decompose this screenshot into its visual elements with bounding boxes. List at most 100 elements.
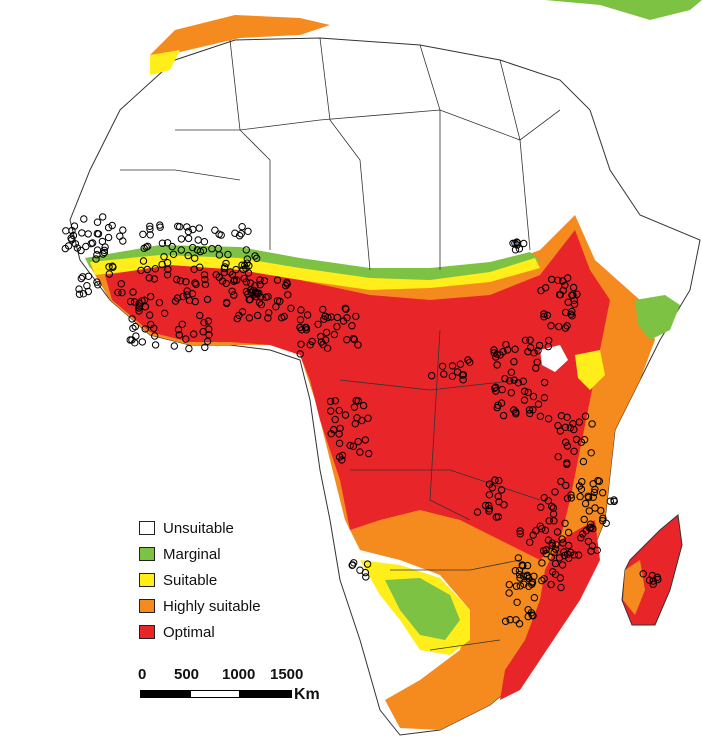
occurrence-point [566, 424, 575, 432]
occurrence-point [191, 297, 200, 306]
occurrence-point [505, 580, 513, 589]
occurrence-point [176, 277, 185, 285]
occurrence-point [189, 243, 197, 252]
occurrence-point [354, 341, 362, 349]
occurrence-point [256, 276, 264, 284]
occurrence-point [551, 488, 559, 496]
occurrence-point [494, 401, 502, 409]
occurrence-point [257, 300, 265, 309]
occurrence-point [516, 530, 524, 538]
occurrence-point [146, 231, 154, 239]
occurrence-point [203, 337, 212, 345]
country-borders [120, 37, 561, 651]
occurrence-point [75, 285, 83, 293]
occurrence-point [485, 501, 493, 510]
occurrence-point [73, 244, 82, 252]
occurrence-point [588, 542, 596, 550]
occurrence-point [287, 304, 295, 312]
occurrence-point [147, 292, 155, 301]
occurrence-point [523, 572, 531, 581]
occurrence-point [532, 364, 540, 372]
occurrence-point [587, 449, 595, 457]
occurrence-point [176, 223, 184, 231]
occurrence-point [64, 242, 73, 250]
occurrence-point [296, 316, 305, 324]
occurrence-point [188, 290, 197, 298]
occurrence-point [556, 574, 564, 582]
occurrence-point [183, 291, 191, 299]
occurrence-point [645, 576, 654, 584]
occurrence-point [536, 412, 545, 420]
occurrence-point [535, 341, 544, 350]
occurrence-point [512, 410, 520, 418]
occurrence-point [319, 305, 327, 314]
occurrence-point [348, 322, 356, 330]
occurrence-point [569, 283, 578, 292]
scale-segment-3 [240, 690, 292, 698]
occurrence-point [559, 539, 567, 547]
occurrence-point [473, 508, 482, 516]
occurrence-point [363, 560, 372, 568]
occurrence-point [516, 527, 524, 535]
occurrence-point [143, 265, 152, 274]
occurrence-point [544, 342, 552, 351]
occurrence-point [485, 491, 494, 499]
occurrence-point [342, 305, 350, 313]
occurrence-point [284, 291, 292, 299]
occurrence-point [459, 371, 468, 379]
occurrence-point [586, 520, 595, 528]
occurrence-point [247, 286, 255, 294]
occurrence-point [242, 287, 251, 296]
occurrence-point [142, 243, 150, 251]
occurrence-point [538, 559, 546, 567]
occurrence-point [183, 223, 191, 231]
occurrence-point [252, 292, 260, 301]
occurrence-point [220, 264, 229, 273]
occurrence-point [238, 261, 246, 269]
occurrence-point [548, 502, 556, 511]
occurrence-point [364, 414, 372, 422]
occurrence-point [512, 582, 521, 590]
occurrence-point [526, 409, 534, 418]
occurrence-point [80, 215, 88, 223]
occurrence-point [606, 497, 614, 505]
occurrence-point [264, 314, 272, 322]
occurrence-point [184, 234, 193, 243]
occurrence-point [105, 263, 113, 271]
occurrence-point [501, 617, 510, 625]
occurrence-point [564, 298, 572, 306]
legend-swatch-optimal [139, 625, 155, 639]
zone-optimal-southeast [500, 520, 600, 700]
occurrence-point [562, 438, 570, 446]
occurrence-point [453, 368, 462, 376]
occurrence-point [520, 396, 529, 404]
occurrence-point [548, 542, 556, 550]
occurrence-point [448, 362, 457, 370]
occurrence-points [61, 213, 662, 628]
scale-tick-1000: 1000 [222, 666, 256, 683]
occurrence-point [228, 287, 236, 295]
occurrence-point [550, 517, 558, 525]
occurrence-point [150, 275, 159, 283]
scale-tick-0: 0 [138, 666, 147, 683]
occurrence-point [547, 580, 555, 589]
occurrence-point [495, 498, 503, 506]
occurrence-point [199, 328, 207, 336]
scale-unit: Km [294, 686, 320, 703]
occurrence-point [327, 407, 335, 415]
occurrence-point [516, 582, 525, 590]
occurrence-point [320, 315, 328, 323]
occurrence-point [242, 246, 251, 254]
occurrence-point [178, 320, 187, 328]
occurrence-point [343, 336, 351, 344]
occurrence-point [94, 281, 102, 289]
occurrence-point [139, 230, 147, 239]
occurrence-point [534, 400, 543, 408]
occurrence-point [333, 313, 342, 322]
occurrence-point [297, 306, 305, 314]
occurrence-point [350, 403, 359, 411]
legend-item-unsuitable: Unsuitable [139, 518, 261, 538]
occurrence-point [327, 430, 335, 438]
legend-item-optimal: Optimal [139, 622, 261, 642]
occurrence-point [138, 338, 147, 346]
